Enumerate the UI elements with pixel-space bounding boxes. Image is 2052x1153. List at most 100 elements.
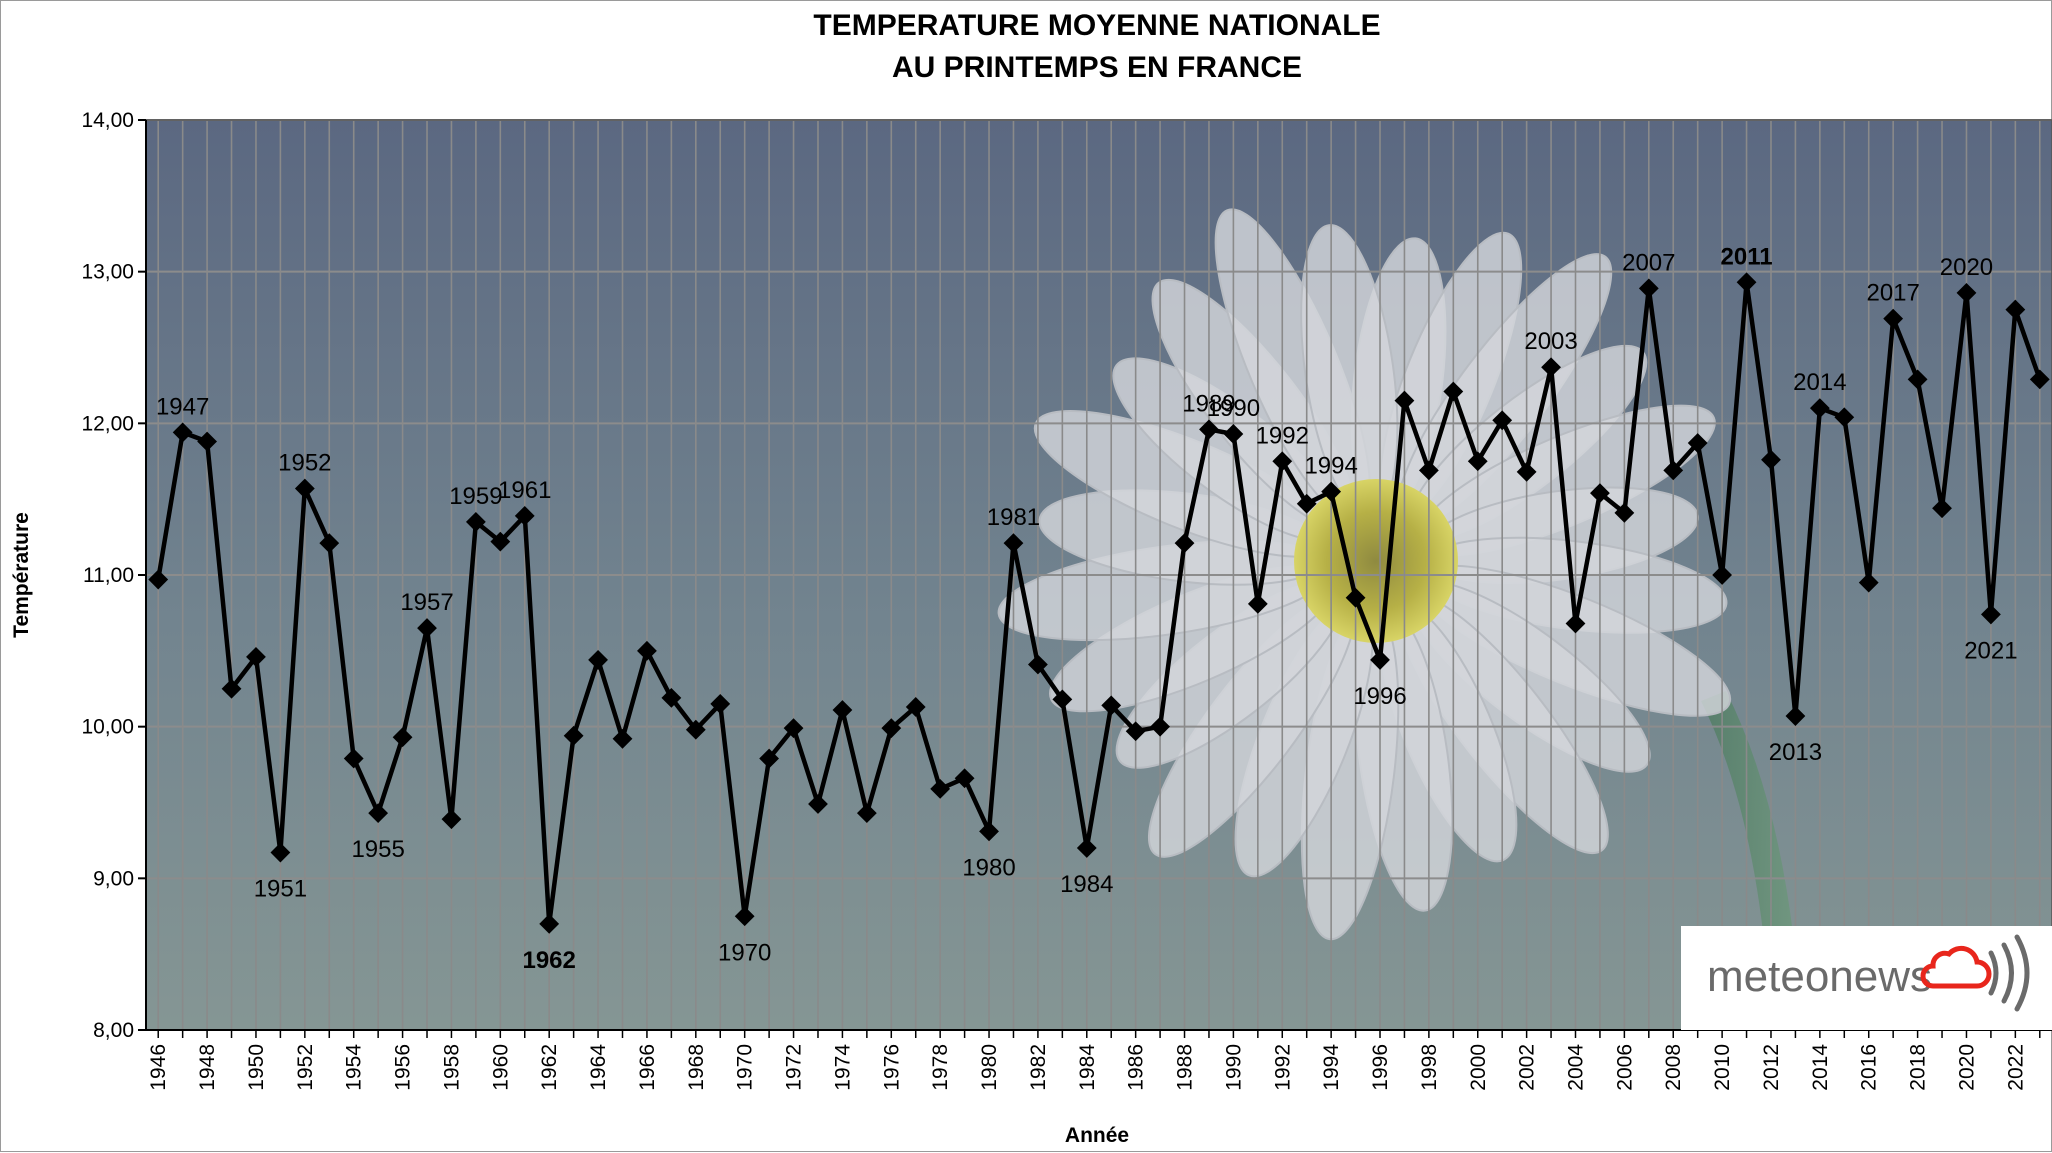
data-point <box>1150 716 1170 737</box>
data-point <box>1883 308 1904 329</box>
cloud-icon <box>1920 945 1992 989</box>
data-point <box>172 422 193 443</box>
x-tick-label: 1970 <box>734 1044 757 1091</box>
data-point <box>1565 613 1586 634</box>
data-point <box>808 794 828 814</box>
data-point <box>1125 721 1146 742</box>
series-temperature <box>148 272 2050 934</box>
data-point <box>1321 481 1342 502</box>
data-point <box>1467 451 1488 472</box>
data-label: 2014 <box>1793 369 1846 396</box>
data-point <box>1272 451 1293 472</box>
x-tick-label: 1982 <box>1027 1044 1050 1091</box>
x-tick-label: 2018 <box>1907 1044 1930 1091</box>
x-tick-label: 1954 <box>343 1044 366 1091</box>
x-tick-label: 1952 <box>294 1044 317 1091</box>
data-label: 1989 <box>1182 390 1235 417</box>
data-point <box>1443 381 1464 402</box>
data-label: 1996 <box>1353 683 1406 710</box>
x-tick-label: 1966 <box>636 1044 659 1091</box>
x-tick-label: 2022 <box>2004 1044 2027 1091</box>
x-tick-label: 1946 <box>147 1044 170 1091</box>
data-point <box>661 687 682 708</box>
data-point <box>270 842 291 863</box>
x-tick-label: 2020 <box>1955 1044 1978 1091</box>
data-point <box>612 728 633 749</box>
data-point <box>832 700 853 720</box>
y-tick-label: 14,00 <box>81 109 134 132</box>
data-point <box>905 697 926 717</box>
x-tick-label: 1998 <box>1418 1044 1441 1091</box>
x-tick-label: 1986 <box>1125 1044 1148 1091</box>
data-point <box>1296 493 1317 514</box>
data-point <box>588 650 608 670</box>
data-point <box>979 821 999 842</box>
data-point <box>637 640 657 661</box>
y-tick-label: 10,00 <box>81 716 134 739</box>
data-label: 1957 <box>400 589 453 616</box>
data-point <box>417 618 437 638</box>
data-point <box>1076 838 1097 858</box>
data-label: 1981 <box>987 504 1040 531</box>
data-point <box>1590 483 1610 503</box>
series-line <box>155 280 2042 927</box>
data-label: 1990 <box>1207 395 1260 422</box>
data-point <box>1394 390 1415 411</box>
data-label: 1992 <box>1256 422 1309 449</box>
x-tick-label: 1950 <box>245 1044 268 1091</box>
data-label: 1962 <box>522 947 575 974</box>
meteonews-logo: meteonews <box>1681 926 2052 1030</box>
data-label: 2021 <box>1964 637 2017 664</box>
x-tick-label: 1994 <box>1320 1044 1343 1091</box>
data-label: 1994 <box>1304 453 1357 480</box>
y-tick-label: 13,00 <box>81 261 134 284</box>
data-point <box>1932 498 1952 519</box>
logo-text: meteonews <box>1707 952 1932 1001</box>
data-point <box>490 531 511 552</box>
data-point <box>1174 533 1195 554</box>
y-tick-label: 8,00 <box>93 1019 134 1042</box>
data-point <box>1223 424 1244 444</box>
data-point <box>1247 593 1268 614</box>
x-tick-label: 2010 <box>1711 1044 1734 1091</box>
data-point <box>881 718 902 739</box>
x-tick-label: 1980 <box>978 1044 1001 1091</box>
data-point <box>368 803 389 824</box>
x-tick-label: 1992 <box>1271 1044 1294 1091</box>
x-tick-label: 2000 <box>1467 1044 1490 1091</box>
data-point <box>1199 419 1219 440</box>
data-label: 1980 <box>962 854 1015 881</box>
data-label: 1959 <box>449 483 502 510</box>
data-point <box>465 512 486 532</box>
data-label: 1984 <box>1060 871 1113 898</box>
data-point <box>343 748 364 769</box>
data-point <box>1736 272 1757 293</box>
data-point <box>1516 461 1537 482</box>
x-tick-label: 2004 <box>1565 1044 1588 1091</box>
data-label: 2003 <box>1524 328 1577 355</box>
data-label: 1961 <box>498 477 551 504</box>
data-label: 1947 <box>156 393 209 420</box>
x-tick-label: 1948 <box>196 1044 219 1091</box>
chart-title-line-1: TEMPERATURE MOYENNE NATIONALE <box>813 9 1380 42</box>
data-label: 2007 <box>1622 249 1675 276</box>
data-point <box>1003 533 1024 554</box>
x-tick-label: 1958 <box>440 1044 463 1091</box>
chart-title-line-2: AU PRINTEMPS EN FRANCE <box>892 51 1302 84</box>
x-tick-label: 1974 <box>831 1044 854 1091</box>
data-point <box>1956 283 1977 303</box>
data-point <box>514 505 535 526</box>
data-point <box>1492 410 1513 431</box>
signal-waves-icon <box>1988 934 2030 1012</box>
data-point <box>1418 460 1439 481</box>
data-point <box>1907 369 1928 390</box>
data-label: 1951 <box>254 876 307 903</box>
data-point <box>685 719 706 740</box>
data-point <box>1638 278 1659 299</box>
data-point <box>759 748 780 769</box>
data-point <box>2029 369 2050 390</box>
data-label: 2011 <box>1721 243 1773 270</box>
